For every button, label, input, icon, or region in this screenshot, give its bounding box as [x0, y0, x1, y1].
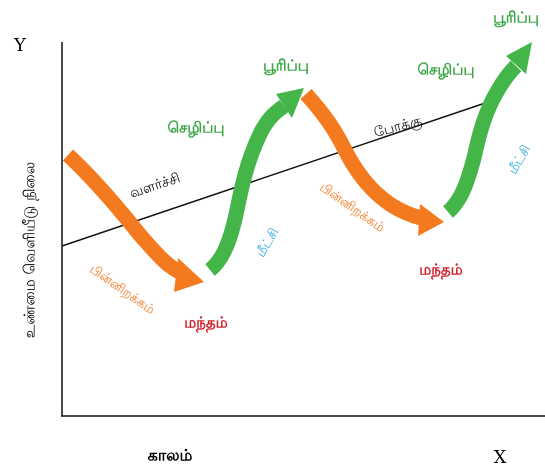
y-axis-label: உண்மை வெளியீடு நிலை [21, 162, 39, 338]
label: பூரிப்பு [493, 9, 539, 28]
contraction-arrow [62, 149, 184, 279]
label: மந்தம் [184, 314, 228, 333]
arrow-head [276, 88, 304, 118]
label: மந்தம் [419, 261, 463, 280]
label: மீட்சி [506, 143, 535, 177]
y-letter: Y [13, 35, 27, 56]
expansion-arrow [204, 99, 289, 276]
x-letter: X [494, 447, 507, 468]
arrow-head [506, 42, 532, 74]
arrow-head [418, 204, 444, 236]
label: போக்கு [372, 113, 424, 142]
label: வளர்ச்சி [128, 170, 182, 201]
label: செழிப்பு [167, 119, 224, 138]
arrow-head [174, 258, 204, 292]
label: பின்னிறக்கம் [87, 262, 158, 318]
x-axis-label: காலம் [148, 446, 193, 465]
label: மீட்சி [254, 226, 283, 260]
label: பூரிப்பு [263, 57, 309, 76]
label: செழிப்பு [417, 61, 474, 80]
contraction-arrow [300, 88, 428, 227]
expansion-arrow [442, 60, 522, 218]
